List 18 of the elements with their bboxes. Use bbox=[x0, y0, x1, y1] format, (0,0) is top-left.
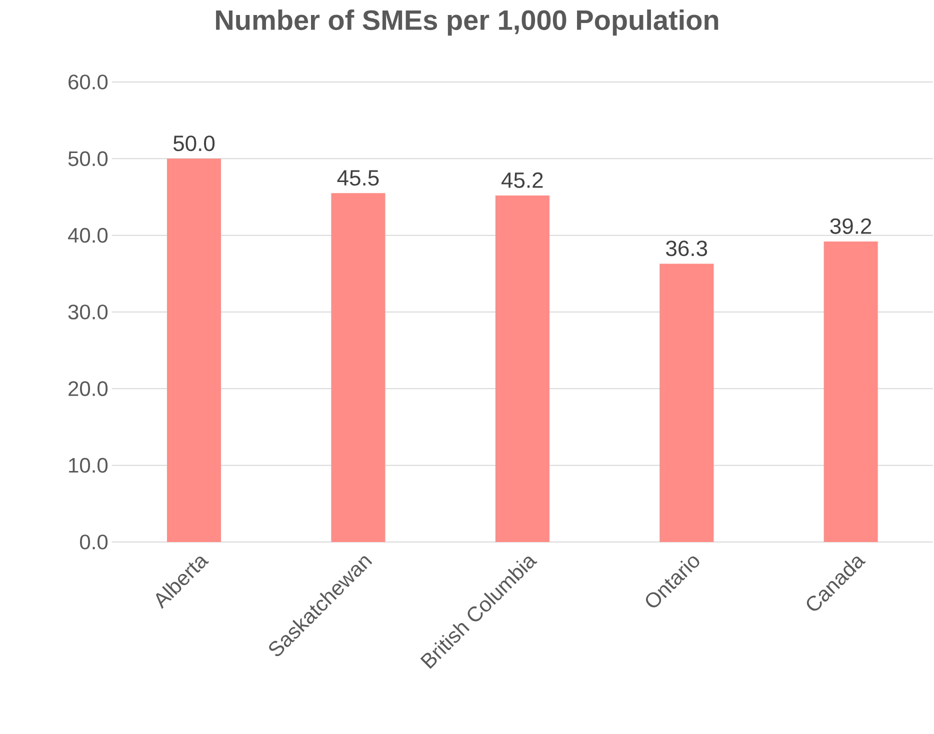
bar bbox=[331, 193, 386, 542]
data-label: 39.2 bbox=[830, 218, 872, 234]
y-tick-label: 40.0 bbox=[68, 228, 108, 243]
bar bbox=[660, 264, 714, 542]
data-label: 36.3 bbox=[666, 240, 708, 256]
chart-title: Number of SMEs per 1,000 Population bbox=[216, 10, 718, 36]
bar bbox=[167, 158, 221, 542]
data-label: 45.2 bbox=[501, 172, 543, 188]
data-label: 50.0 bbox=[173, 136, 215, 152]
y-tick-label: 0.0 bbox=[80, 534, 108, 550]
y-tick-label: 50.0 bbox=[68, 151, 108, 166]
y-tick-label: 10.0 bbox=[69, 458, 108, 473]
y-tick-label: 20.0 bbox=[68, 381, 108, 396]
data-label: 45.5 bbox=[337, 170, 379, 186]
y-tick-label: 60.0 bbox=[68, 74, 108, 90]
y-tick-label: 30.0 bbox=[68, 304, 108, 320]
bar bbox=[824, 241, 878, 542]
bar bbox=[495, 195, 550, 542]
